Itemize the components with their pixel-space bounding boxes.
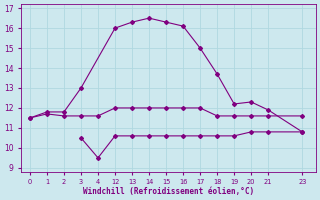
X-axis label: Windchill (Refroidissement éolien,°C): Windchill (Refroidissement éolien,°C) <box>83 187 254 196</box>
